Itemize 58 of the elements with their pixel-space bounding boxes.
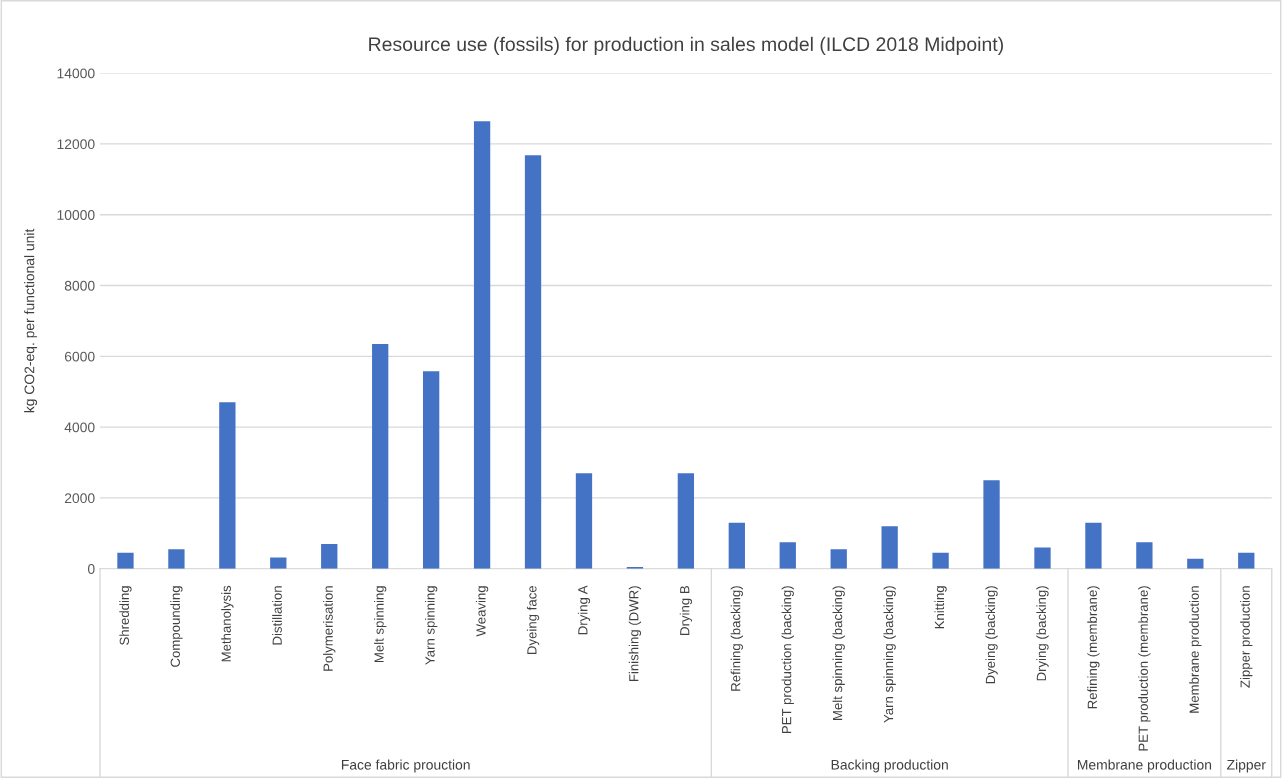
bar <box>168 549 185 569</box>
text: Face fabric prouction <box>341 759 470 773</box>
x-tick-label: Compounding <box>170 586 183 667</box>
bar <box>881 526 898 569</box>
x-tick-label: Refining (membrane) <box>1087 586 1100 709</box>
x-tick-label: Yarn spinning <box>424 586 438 665</box>
y-tick-label: 8000 <box>64 280 95 291</box>
x-tick-label: Refining (backing) <box>730 586 743 691</box>
x-tick-label: Finishing (DWR) <box>628 586 642 682</box>
x-tick-label: Distillation <box>272 586 282 645</box>
y-tick-label: 12000 <box>57 139 95 150</box>
x-tick-label: Yarn spinning (backing) <box>883 586 896 723</box>
x-tick-label: Dyeing face <box>526 585 540 654</box>
y-tick-label: 14000 <box>57 68 95 79</box>
chart-title: Resource use (fossils) for production in sales model (ILCD 2018 Midpoint) <box>369 36 1003 55</box>
x-tick-label: Melt spinning <box>374 586 387 663</box>
text: Backing production <box>831 759 948 773</box>
x-tick-label: Drying B <box>679 586 693 635</box>
bar <box>1085 522 1102 569</box>
text: Zipper <box>1227 759 1266 773</box>
bar <box>779 542 796 569</box>
y-tick-label: 10000 <box>57 210 95 220</box>
bar <box>830 549 847 569</box>
text: Membrane production <box>1077 759 1212 773</box>
x-tick-label: Drying A <box>577 585 591 635</box>
x-tick-label: Methanolysis <box>221 585 234 662</box>
x-tick-label: Weaving <box>475 586 489 637</box>
bar <box>1034 547 1051 569</box>
x-tick-label: Shredding <box>119 586 132 645</box>
bar <box>677 473 695 569</box>
y-tick-label: 2000 <box>64 493 95 504</box>
bar <box>728 522 745 569</box>
x-tick-label: Melt spinning (backing) <box>832 586 845 720</box>
bar <box>932 552 949 569</box>
bar <box>219 402 236 569</box>
y-tick-label: 0 <box>87 564 95 574</box>
bar <box>372 343 389 569</box>
bar <box>1136 542 1153 569</box>
x-tick-label: PET production (membrane) <box>1138 586 1151 751</box>
y-axis-title: kg CO2-eq. per functional unit <box>24 228 38 413</box>
x-tick-label: Drying (backing) <box>1036 586 1049 681</box>
bar <box>321 543 338 569</box>
bar <box>270 557 287 569</box>
x-tick-label: Zipper production <box>1240 586 1253 688</box>
bar <box>983 480 1000 569</box>
y-tick-label: 6000 <box>64 351 95 362</box>
bar <box>575 473 593 569</box>
x-tick-label: Knitting <box>934 586 947 629</box>
bar <box>1238 552 1255 569</box>
bar <box>473 121 491 569</box>
y-tick-label: 4000 <box>64 422 95 433</box>
x-tick-label: PET production (backing) <box>781 586 794 733</box>
x-tick-label: Dyeing (backing) <box>985 586 998 684</box>
bar <box>117 552 134 569</box>
bar <box>524 155 542 569</box>
x-tick-label: Membrane production <box>1189 586 1202 713</box>
x-tick-label: Polymerisation <box>323 586 336 671</box>
bar <box>422 371 440 569</box>
